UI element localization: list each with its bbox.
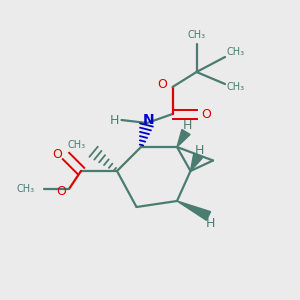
Text: CH₃: CH₃ [226,82,244,92]
Text: CH₃: CH₃ [188,29,206,40]
Text: O: O [202,107,211,121]
Text: O: O [52,148,62,161]
Text: N: N [143,113,154,127]
Text: CH₃: CH₃ [226,46,244,57]
Text: O: O [158,78,167,91]
Text: CH₃: CH₃ [16,184,34,194]
Polygon shape [177,130,190,147]
Text: H: H [109,113,119,127]
Text: O: O [57,185,66,198]
Polygon shape [177,201,211,220]
Text: H: H [205,217,215,230]
Text: H: H [195,143,204,157]
Text: CH₃: CH₃ [68,140,86,150]
Polygon shape [190,154,202,171]
Text: H: H [183,119,192,133]
